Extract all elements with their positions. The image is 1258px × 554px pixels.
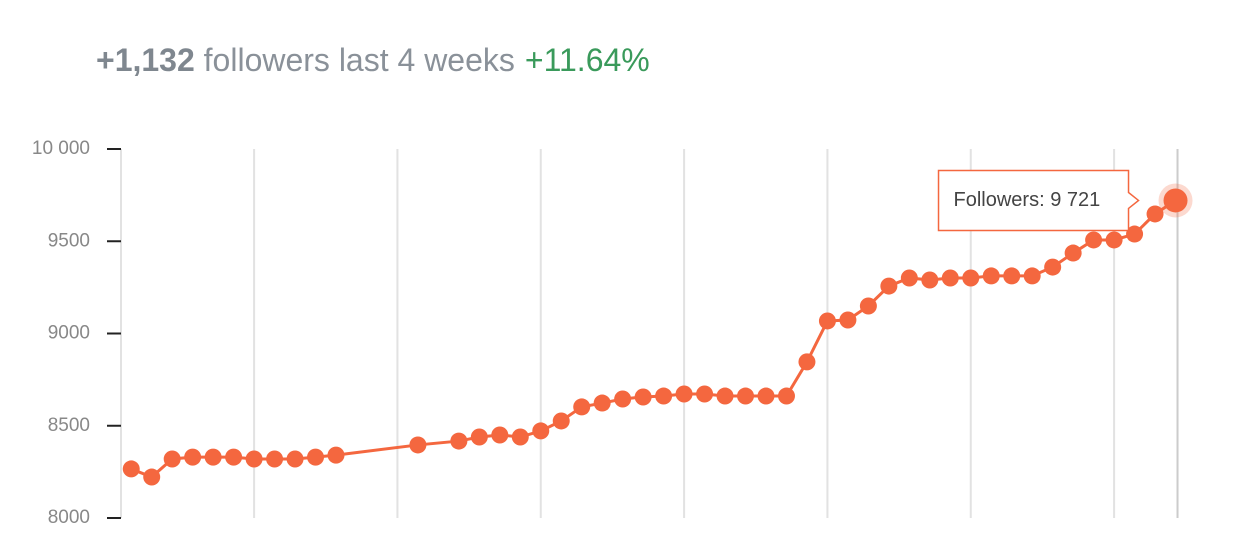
- y-tick-label: 10 000: [32, 138, 90, 159]
- point: [921, 271, 939, 289]
- point: [573, 398, 591, 416]
- point: [450, 432, 468, 450]
- point: [859, 297, 877, 315]
- point: [511, 428, 529, 446]
- percent-change: +11.64%: [524, 42, 650, 78]
- point: [470, 428, 488, 446]
- point: [696, 385, 714, 403]
- tooltip-text: Followers: 9 721: [954, 189, 1101, 211]
- point: [839, 311, 857, 329]
- point: [1044, 258, 1062, 276]
- point: [880, 277, 898, 295]
- point: [1146, 205, 1164, 223]
- y-tick-label: 8000: [48, 507, 90, 528]
- point: [184, 448, 202, 466]
- point: [122, 460, 140, 478]
- point: [614, 390, 632, 408]
- follower-change: +1,132: [96, 42, 195, 78]
- point: [491, 426, 509, 444]
- point: [777, 387, 795, 405]
- point: [266, 450, 284, 468]
- tooltip: Followers: 9 721: [937, 169, 1140, 232]
- point: [941, 269, 959, 287]
- point: [552, 412, 570, 430]
- point: [409, 436, 427, 454]
- point: [634, 388, 652, 406]
- y-tick-label: 9500: [48, 230, 90, 251]
- point: [1023, 267, 1041, 285]
- point: [1105, 231, 1123, 249]
- point: [286, 450, 304, 468]
- series-line: [130, 199, 1177, 479]
- summary-label: followers last 4 weeks: [203, 42, 515, 78]
- point: [737, 387, 755, 405]
- y-tick-label: 9000: [48, 323, 90, 344]
- point: [143, 468, 161, 486]
- point: [982, 267, 1000, 285]
- point: [593, 394, 611, 412]
- point: [900, 269, 918, 287]
- point: [1085, 231, 1103, 249]
- point: [818, 312, 836, 330]
- point: [798, 353, 816, 371]
- point: [962, 269, 980, 287]
- summary: +1,132 followers last 4 weeks +11.64%: [96, 42, 650, 79]
- point: [1064, 244, 1082, 262]
- point: [532, 422, 550, 440]
- point: [675, 385, 693, 403]
- point: [225, 448, 243, 466]
- point: [245, 450, 263, 468]
- point: [655, 387, 673, 405]
- point: [1126, 225, 1144, 243]
- point: [307, 448, 325, 466]
- point: [327, 446, 345, 464]
- point: [1003, 267, 1021, 285]
- point: [757, 387, 775, 405]
- point: [163, 450, 181, 468]
- point: [1163, 188, 1188, 213]
- tooltip-box: [937, 169, 1140, 232]
- point: [716, 387, 734, 405]
- y-tick-label: 8500: [48, 415, 90, 436]
- point: [204, 448, 222, 466]
